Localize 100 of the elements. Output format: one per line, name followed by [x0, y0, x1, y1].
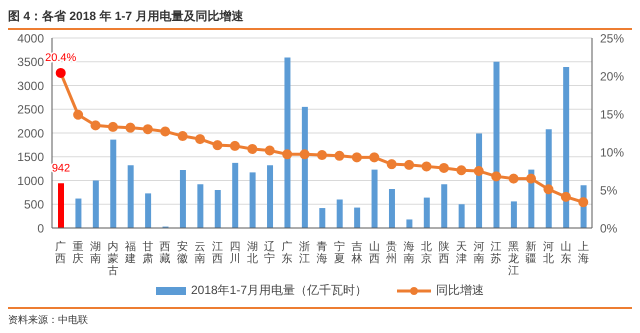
bar [441, 184, 448, 228]
bar [546, 129, 552, 228]
x-tick-label: 福建 [124, 240, 136, 265]
x-tick-label: 河北 [542, 241, 554, 265]
point [178, 131, 188, 142]
y2-tick-label: 25% [600, 31, 624, 46]
bar [319, 208, 326, 228]
point [230, 140, 240, 151]
x-tick-label: 江苏 [490, 241, 502, 265]
bar [476, 133, 482, 228]
x-tick-label: 山东 [560, 240, 572, 265]
bar [406, 219, 412, 228]
point [508, 174, 519, 184]
bar [388, 189, 395, 228]
x-tick-label: 辽宁 [264, 241, 276, 265]
bar [92, 180, 99, 228]
bar [372, 170, 378, 228]
point [352, 152, 362, 162]
bar [250, 172, 256, 228]
bar [110, 140, 116, 228]
chart-title: 图 4：各省 2018 年 1-7 月用电量及同比增速 [8, 8, 632, 30]
y-tick-label: 1000 [17, 174, 44, 188]
point [456, 165, 466, 176]
bar [354, 208, 360, 228]
legend-label: 2018年1-7月用电量（亿千瓦时） [190, 282, 368, 299]
point [578, 197, 588, 208]
x-tick-label: 广西 [55, 240, 66, 265]
point [491, 171, 502, 182]
bar [510, 201, 517, 228]
point [543, 184, 554, 194]
x-tick-label: 西藏 [160, 241, 171, 265]
point [142, 124, 153, 134]
bar [214, 190, 221, 228]
bar [145, 193, 152, 228]
y-tick-label: 4000 [17, 31, 44, 46]
y-tick-label: 2500 [17, 102, 44, 117]
bar [284, 57, 290, 228]
bar [75, 198, 82, 228]
y-tick-label: 0 [37, 221, 44, 236]
point [560, 192, 571, 202]
point [404, 160, 414, 170]
point [108, 122, 118, 132]
point [212, 140, 222, 150]
point [264, 145, 275, 156]
x-tick-label: 广东 [282, 240, 293, 265]
point [160, 126, 170, 136]
point [90, 120, 101, 130]
x-tick-label: 贵州 [386, 240, 398, 265]
x-tick-label: 青海 [316, 240, 328, 265]
point [317, 150, 327, 160]
x-tick-label: 海南 [404, 241, 415, 265]
x-tick-label: 黑龙江 [508, 241, 520, 277]
y-tick-label: 2000 [17, 126, 44, 140]
x-tick-label: 山西 [368, 240, 380, 265]
x-tick-label: 上海 [578, 240, 589, 265]
point [247, 144, 258, 154]
point [195, 134, 206, 144]
point [282, 149, 292, 160]
bar [336, 200, 343, 228]
x-tick-label: 新疆 [526, 240, 537, 265]
x-tick-label: 江西 [212, 241, 223, 265]
point [334, 150, 344, 161]
x-tick-label: 湖北 [246, 241, 258, 265]
y2-tick-label: 15% [600, 107, 624, 122]
point [56, 68, 66, 78]
point [474, 166, 484, 176]
x-tick-label: 天津 [456, 241, 467, 265]
x-tick-label: 内蒙古 [107, 240, 118, 277]
point [422, 161, 432, 172]
x-tick-label: 云南 [194, 241, 206, 265]
x-tick-label: 安徽 [177, 240, 188, 265]
point [300, 149, 310, 160]
point [386, 159, 397, 170]
point [438, 162, 449, 173]
bar [232, 162, 238, 228]
x-tick-label: 北京 [421, 240, 432, 265]
y-tick-label: 500 [24, 198, 44, 212]
bar [302, 106, 308, 228]
bar [58, 183, 64, 228]
legend-label: 同比增速 [436, 282, 484, 299]
point [369, 152, 380, 162]
x-tick-label: 甘肃 [142, 240, 154, 265]
x-tick-label: 吉林 [350, 240, 362, 265]
y-tick-label: 3000 [17, 78, 44, 93]
bar [563, 66, 570, 228]
y-tick-label: 3500 [17, 55, 44, 70]
point [73, 110, 84, 120]
x-tick-label: 四川 [229, 241, 240, 265]
x-tick-label: 浙江 [299, 240, 310, 265]
bar [128, 165, 134, 228]
y-tick-label: 1500 [17, 150, 44, 164]
bar [458, 204, 465, 228]
y2-tick-label: 20% [600, 69, 624, 84]
point [125, 122, 136, 133]
y2-tick-label: 0% [600, 221, 618, 236]
y2-tick-label: 5% [600, 183, 618, 198]
x-tick-label: 宁夏 [334, 240, 345, 265]
bar [197, 184, 204, 228]
x-tick-label: 湖南 [90, 241, 102, 265]
point [526, 174, 536, 184]
